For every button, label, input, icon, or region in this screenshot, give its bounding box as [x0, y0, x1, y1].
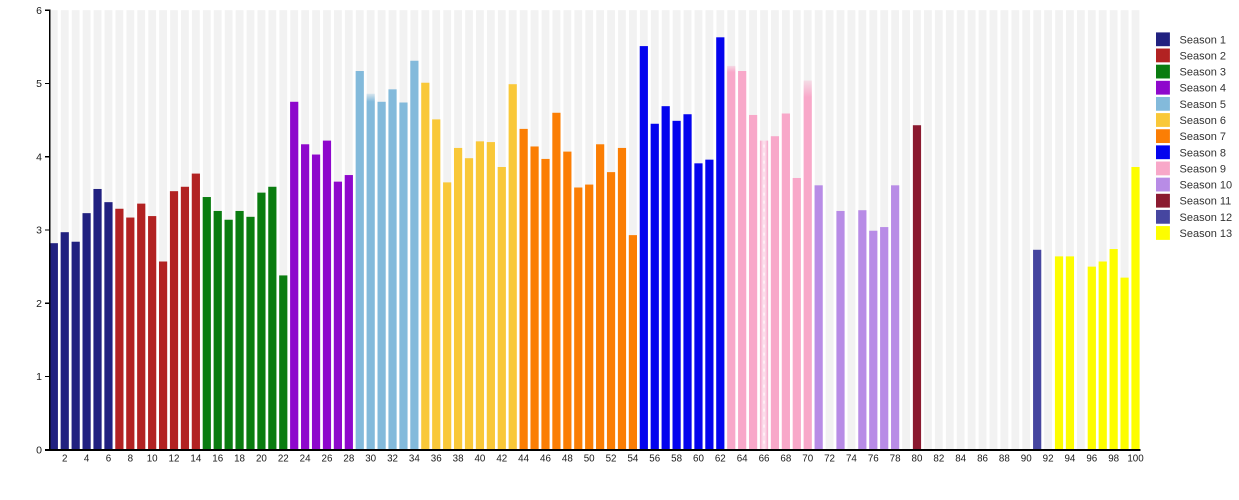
svg-text:42: 42: [496, 454, 507, 465]
svg-text:90: 90: [1021, 454, 1032, 465]
svg-text:52: 52: [606, 454, 617, 465]
svg-text:6: 6: [36, 5, 42, 17]
svg-text:40: 40: [474, 454, 485, 465]
svg-text:20: 20: [256, 454, 267, 465]
svg-text:36: 36: [431, 454, 442, 465]
svg-text:44: 44: [518, 454, 529, 465]
svg-text:4: 4: [84, 454, 90, 465]
svg-text:88: 88: [999, 454, 1010, 465]
svg-text:76: 76: [868, 454, 879, 465]
svg-text:70: 70: [802, 454, 813, 465]
svg-text:28: 28: [343, 454, 354, 465]
svg-text:64: 64: [737, 454, 748, 465]
svg-text:Season 3: Season 3: [1180, 67, 1226, 79]
svg-text:60: 60: [693, 454, 704, 465]
svg-text:Season 12: Season 12: [1180, 212, 1233, 224]
svg-text:1: 1: [36, 371, 42, 383]
svg-text:Season 1: Season 1: [1180, 34, 1226, 46]
svg-text:80: 80: [912, 454, 923, 465]
svg-text:Season 11: Season 11: [1180, 196, 1232, 208]
svg-text:2: 2: [36, 298, 42, 310]
svg-text:78: 78: [890, 454, 901, 465]
svg-text:Season 8: Season 8: [1180, 147, 1226, 159]
svg-text:84: 84: [955, 454, 966, 465]
svg-text:46: 46: [540, 454, 551, 465]
svg-text:66: 66: [759, 454, 770, 465]
svg-text:58: 58: [671, 454, 682, 465]
svg-text:96: 96: [1086, 454, 1097, 465]
svg-text:86: 86: [977, 454, 988, 465]
svg-text:12: 12: [169, 454, 180, 465]
svg-text:56: 56: [649, 454, 660, 465]
svg-text:26: 26: [322, 454, 333, 465]
svg-text:2: 2: [62, 454, 67, 465]
svg-text:14: 14: [190, 454, 201, 465]
svg-text:Season 2: Season 2: [1180, 50, 1226, 62]
svg-text:94: 94: [1064, 454, 1075, 465]
svg-text:0: 0: [36, 445, 42, 457]
svg-text:6: 6: [106, 454, 112, 465]
svg-text:16: 16: [212, 454, 223, 465]
svg-text:22: 22: [278, 454, 289, 465]
svg-text:4: 4: [36, 151, 42, 163]
svg-text:62: 62: [715, 454, 726, 465]
svg-text:100: 100: [1127, 454, 1144, 465]
svg-text:Season 6: Season 6: [1180, 115, 1226, 127]
svg-text:Season 9: Season 9: [1180, 163, 1226, 175]
svg-text:82: 82: [933, 454, 944, 465]
svg-text:30: 30: [365, 454, 376, 465]
svg-text:38: 38: [453, 454, 464, 465]
svg-text:Season 5: Season 5: [1180, 99, 1226, 111]
svg-text:Season 7: Season 7: [1180, 131, 1226, 143]
svg-text:8: 8: [128, 454, 134, 465]
svg-text:10: 10: [147, 454, 158, 465]
svg-text:32: 32: [387, 454, 398, 465]
svg-text:54: 54: [627, 454, 638, 465]
svg-text:Season 10: Season 10: [1180, 180, 1233, 192]
svg-text:Season 4: Season 4: [1180, 83, 1226, 95]
svg-text:18: 18: [234, 454, 245, 465]
svg-text:68: 68: [780, 454, 791, 465]
svg-text:Season 13: Season 13: [1180, 228, 1233, 240]
svg-text:98: 98: [1108, 454, 1119, 465]
svg-text:24: 24: [300, 454, 311, 465]
svg-text:34: 34: [409, 454, 420, 465]
svg-text:3: 3: [36, 225, 42, 237]
svg-text:5: 5: [36, 78, 42, 90]
svg-text:50: 50: [584, 454, 595, 465]
svg-text:72: 72: [824, 454, 835, 465]
svg-text:48: 48: [562, 454, 573, 465]
svg-text:92: 92: [1043, 454, 1054, 465]
svg-text:74: 74: [846, 454, 857, 465]
